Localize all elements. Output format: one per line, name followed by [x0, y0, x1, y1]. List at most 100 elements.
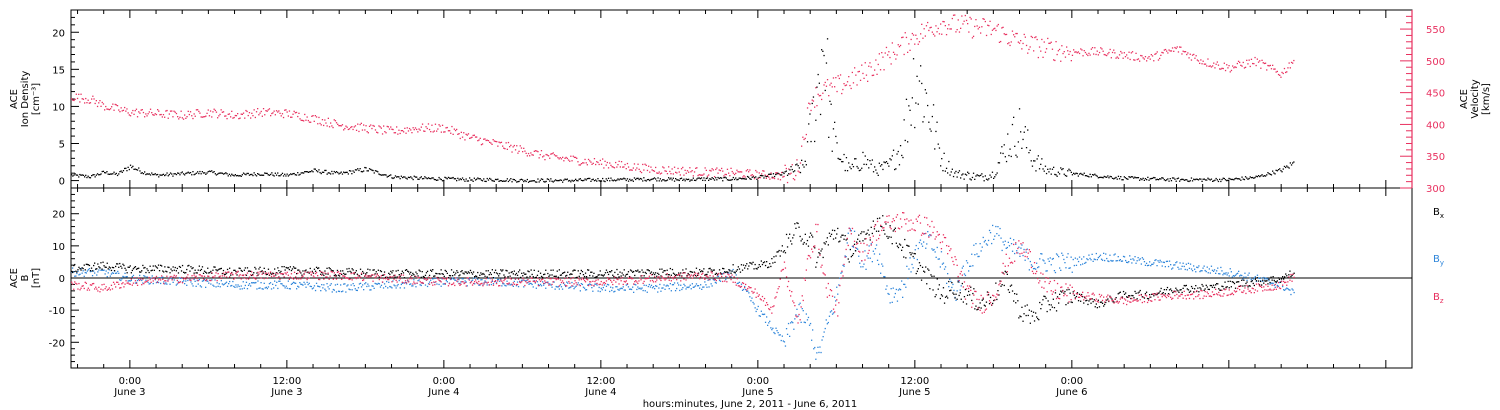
data-point [308, 272, 310, 274]
data-point [633, 177, 636, 179]
data-point [364, 275, 366, 277]
data-point [1068, 53, 1070, 55]
data-point [738, 177, 740, 179]
data-point [127, 166, 129, 168]
data-point [1083, 256, 1085, 258]
data-point [654, 288, 656, 290]
data-point [157, 281, 160, 284]
data-point [228, 271, 230, 273]
data-point [100, 269, 102, 271]
data-point [223, 275, 226, 277]
data-point [515, 285, 518, 287]
data-point [906, 244, 908, 246]
data-point [443, 283, 445, 285]
data-point [582, 274, 585, 276]
data-point [740, 264, 743, 266]
data-point [1111, 51, 1114, 54]
data-point [392, 128, 394, 131]
data-point [789, 173, 791, 175]
data-point [960, 285, 962, 287]
data-point [797, 222, 799, 225]
data-point [274, 275, 276, 277]
data-point [1084, 262, 1086, 264]
data-point [375, 271, 377, 273]
data-point [1221, 178, 1223, 181]
data-point [146, 276, 148, 278]
data-point [972, 35, 975, 37]
data-point [1060, 60, 1062, 62]
data-point [216, 270, 218, 272]
data-point [1149, 58, 1151, 60]
data-point [235, 175, 238, 177]
data-point [1214, 179, 1216, 181]
data-point [107, 173, 109, 175]
data-point [586, 178, 588, 180]
data-point [240, 269, 242, 272]
data-point [245, 281, 248, 283]
data-point [628, 276, 631, 278]
data-point [1266, 278, 1268, 280]
data-point [151, 269, 153, 271]
data-point [1094, 173, 1096, 175]
data-point [1153, 60, 1155, 62]
data-point [868, 234, 870, 236]
data-point [226, 173, 228, 175]
data-point [391, 272, 393, 274]
data-point [949, 278, 951, 280]
data-point [388, 272, 390, 274]
data-point [596, 276, 598, 278]
data-point [1248, 59, 1250, 61]
data-point [718, 279, 721, 282]
data-point [493, 271, 496, 274]
data-point [871, 159, 873, 161]
data-point [805, 243, 807, 245]
data-point [1230, 178, 1233, 181]
data-point [438, 283, 440, 286]
data-point [315, 271, 318, 274]
data-point [1267, 278, 1269, 280]
data-point [692, 286, 694, 288]
data-point [405, 177, 407, 179]
data-point [232, 117, 234, 119]
data-point [136, 169, 139, 171]
data-point [465, 271, 467, 273]
data-point [1254, 278, 1256, 280]
data-point [462, 278, 464, 280]
data-point [250, 274, 252, 276]
data-point [135, 268, 138, 270]
data-point [1159, 259, 1161, 261]
data-point [533, 280, 535, 282]
data-point [609, 162, 611, 164]
data-point [828, 315, 831, 317]
data-point [99, 174, 101, 176]
data-point [842, 264, 844, 266]
data-point [1226, 286, 1228, 288]
data-point [1250, 177, 1253, 179]
data-point [585, 162, 587, 164]
data-point [1215, 63, 1217, 65]
data-point [603, 274, 605, 276]
data-point [158, 176, 160, 178]
data-point [1154, 259, 1156, 262]
data-point [121, 171, 123, 173]
data-point [185, 272, 187, 274]
data-point [1249, 176, 1251, 178]
data-point [1002, 272, 1004, 274]
data-point [958, 170, 961, 172]
data-point [160, 279, 162, 281]
data-point [892, 51, 895, 53]
data-point [1054, 59, 1056, 62]
data-point [704, 274, 706, 276]
data-point [741, 178, 743, 180]
data-point [956, 290, 958, 292]
data-point [494, 178, 497, 181]
data-point [175, 275, 177, 277]
data-point [444, 269, 446, 272]
data-point [1176, 46, 1178, 48]
data-point [871, 74, 873, 77]
data-point [841, 271, 843, 273]
data-point [336, 269, 339, 272]
data-point [1285, 71, 1287, 74]
data-point [955, 31, 957, 33]
data-point [549, 274, 551, 276]
